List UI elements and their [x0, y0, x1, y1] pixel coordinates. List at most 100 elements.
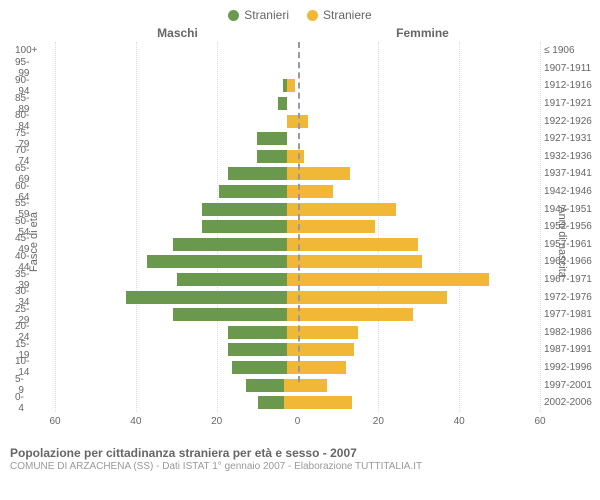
female-half	[284, 394, 540, 412]
birth-year-label: 1942-1946	[544, 186, 596, 197]
male-half	[42, 42, 291, 60]
female-half	[287, 77, 540, 95]
male-half	[33, 165, 286, 183]
male-bar	[173, 238, 287, 251]
x-axis-right: 204060	[298, 412, 541, 436]
male-bar	[126, 291, 286, 304]
female-half	[287, 324, 540, 342]
female-half	[287, 359, 540, 377]
male-half	[33, 324, 286, 342]
female-half	[287, 183, 540, 201]
birth-year-label: 1977-1981	[544, 309, 596, 320]
female-half	[287, 306, 540, 324]
x-tick: 40	[130, 416, 141, 427]
female-bar	[287, 150, 304, 163]
male-bar	[278, 97, 286, 110]
female-half	[287, 130, 540, 148]
chart-footer: Popolazione per cittadinanza straniera p…	[0, 442, 600, 472]
female-half	[287, 200, 540, 218]
birth-year-label: 1947-1951	[544, 204, 596, 215]
birth-year-label: 1937-1941	[544, 168, 596, 179]
male-bar	[219, 185, 287, 198]
chart-title: Popolazione per cittadinanza straniera p…	[10, 446, 590, 460]
female-half	[287, 288, 540, 306]
male-bar	[257, 132, 287, 145]
male-bar	[202, 203, 286, 216]
male-bar	[228, 326, 287, 339]
x-tick: 20	[373, 416, 384, 427]
female-half	[287, 165, 540, 183]
legend-male: Stranieri	[228, 8, 289, 22]
birth-year-label: 1987-1991	[544, 344, 596, 355]
legend-female-label: Straniere	[323, 8, 372, 22]
x-tick: 40	[454, 416, 465, 427]
birth-year-label: 1967-1971	[544, 274, 596, 285]
birth-year-label: 1952-1956	[544, 221, 596, 232]
female-bar	[287, 361, 346, 374]
male-half	[33, 341, 286, 359]
male-half	[33, 60, 286, 78]
male-half	[33, 288, 286, 306]
female-bar	[287, 273, 490, 286]
male-half	[33, 148, 286, 166]
male-bar	[258, 396, 284, 409]
female-half	[287, 95, 540, 113]
female-half	[287, 253, 540, 271]
male-bar	[246, 379, 284, 392]
male-half	[33, 77, 286, 95]
female-bar	[287, 238, 418, 251]
birth-year-label: 1957-1961	[544, 239, 596, 250]
birth-year-label: 1922-1926	[544, 116, 596, 127]
female-half	[287, 218, 540, 236]
legend: Stranieri Straniere	[0, 0, 600, 26]
female-bar	[287, 291, 447, 304]
male-half	[33, 112, 286, 130]
male-bar	[228, 167, 287, 180]
female-half	[287, 341, 540, 359]
female-half	[287, 112, 540, 130]
birth-year-label: 1982-1986	[544, 327, 596, 338]
female-bar	[287, 185, 333, 198]
male-half	[33, 306, 286, 324]
male-bar	[173, 308, 287, 321]
male-bar	[202, 220, 286, 233]
male-half	[28, 376, 284, 394]
female-bar	[287, 220, 376, 233]
birth-year-label: 1997-2001	[544, 380, 596, 391]
male-half	[33, 183, 286, 201]
legend-female: Straniere	[307, 8, 372, 22]
male-half	[33, 130, 286, 148]
male-half	[33, 218, 286, 236]
female-bar	[287, 255, 422, 268]
female-half	[287, 148, 540, 166]
female-half	[291, 42, 540, 60]
female-bar	[284, 396, 352, 409]
birth-year-label: 1927-1931	[544, 133, 596, 144]
female-bar	[287, 203, 397, 216]
birth-year-label: 1962-1966	[544, 256, 596, 267]
female-bar	[287, 167, 350, 180]
female-half	[287, 60, 540, 78]
gridline	[540, 42, 541, 412]
male-half	[33, 253, 286, 271]
birth-year-label: ≤ 1906	[544, 45, 596, 56]
chart-area: Fasce di età Anni di nascita 100+≤ 19069…	[0, 42, 600, 442]
female-bar	[287, 308, 414, 321]
legend-male-swatch	[228, 10, 239, 21]
header-female: Femmine	[300, 26, 545, 40]
male-bar	[228, 343, 287, 356]
age-label: 100+	[15, 45, 38, 56]
male-bar	[177, 273, 287, 286]
male-half	[33, 95, 286, 113]
legend-female-swatch	[307, 10, 318, 21]
chart-subtitle: COMUNE DI ARZACHENA (SS) - Dati ISTAT 1°…	[10, 461, 590, 472]
male-half	[33, 200, 286, 218]
age-label: 0-4	[15, 392, 24, 414]
plot-area: 100+≤ 190695-991907-191190-941912-191685…	[55, 42, 540, 412]
female-half	[287, 271, 540, 289]
header-male: Maschi	[55, 26, 300, 40]
x-axis: 6040200 204060	[55, 412, 540, 436]
center-axis	[298, 42, 300, 382]
male-bar	[257, 150, 287, 163]
birth-year-label: 2002-2006	[544, 397, 596, 408]
